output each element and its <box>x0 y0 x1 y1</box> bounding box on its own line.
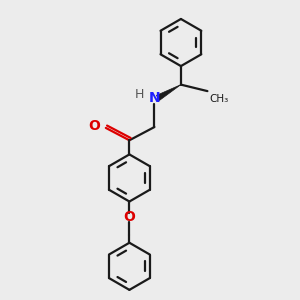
Polygon shape <box>157 85 181 101</box>
Text: O: O <box>89 119 100 133</box>
Text: O: O <box>124 210 135 224</box>
Text: H: H <box>134 88 144 100</box>
Text: N: N <box>148 91 160 105</box>
Text: CH₃: CH₃ <box>209 94 229 104</box>
